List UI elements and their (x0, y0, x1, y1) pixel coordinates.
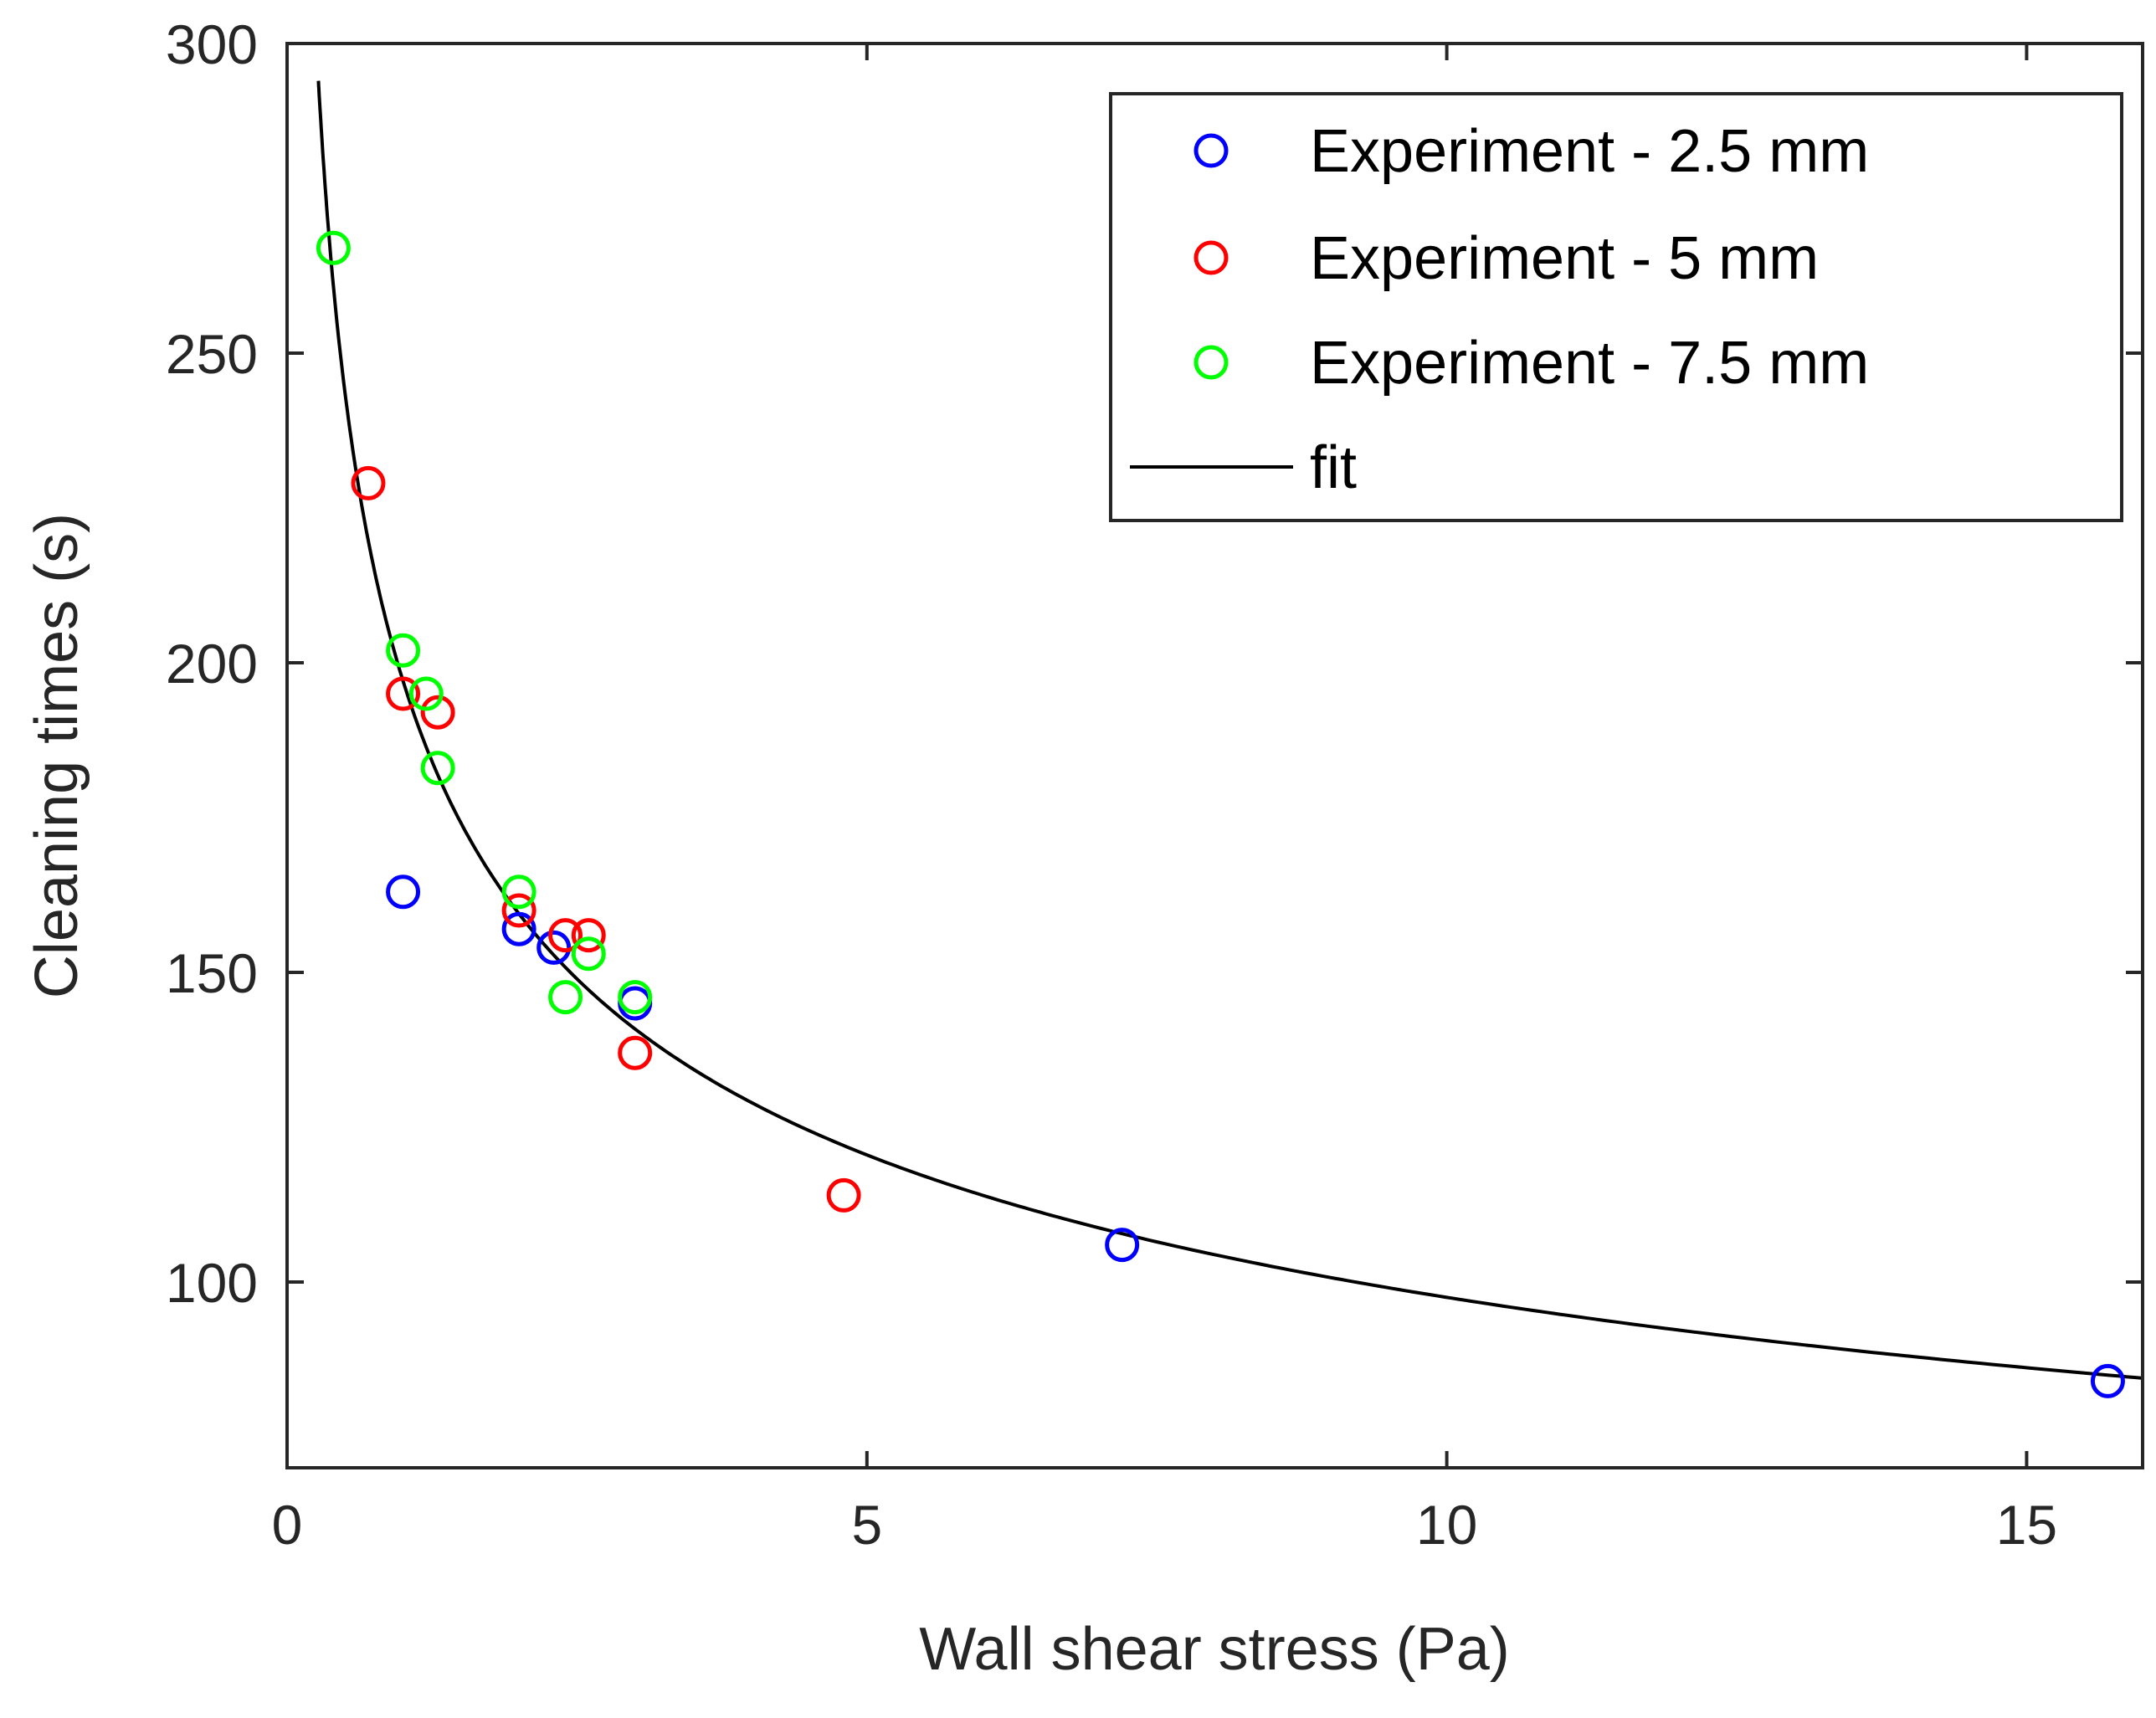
data-point (351, 465, 386, 500)
x-tick-label: 0 (272, 1494, 303, 1556)
data-point (408, 676, 444, 711)
points-layer (316, 230, 2125, 1398)
data-point (618, 980, 653, 1015)
x-tick-label: 5 (851, 1494, 882, 1556)
data-point (571, 918, 606, 953)
data-point (386, 633, 421, 668)
legend-marker (1194, 240, 1229, 275)
data-point (386, 874, 421, 910)
data-point (536, 930, 572, 965)
data-point (826, 1177, 861, 1213)
data-point (420, 751, 455, 786)
legend-label: Experiment - 7.5 mm (1310, 330, 1869, 397)
x-tick-label: 10 (1416, 1494, 1477, 1556)
x-axis-title: Wall shear stress (Pa) (919, 1616, 1509, 1683)
legend: Experiment - 2.5 mm Experiment - 5 mm Expe… (1109, 92, 2123, 522)
y-axis-title: Cleaning times (s) (23, 513, 90, 998)
y-tick-label: 300 (166, 13, 258, 75)
data-point (420, 695, 455, 730)
data-point (501, 874, 536, 910)
legend-entries: Experiment - 2.5 mm Experiment - 5 mm Expe… (1130, 118, 1869, 501)
data-point (618, 1035, 653, 1070)
data-point (548, 980, 583, 1015)
data-point (386, 676, 421, 711)
data-point (501, 911, 536, 946)
data-point (571, 936, 606, 972)
legend-label: Experiment - 2.5 mm (1310, 118, 1869, 185)
legend-marker (1194, 345, 1229, 380)
y-tick-label: 200 (166, 633, 258, 695)
axes-box (285, 42, 2144, 1469)
data-point (2090, 1363, 2125, 1398)
legend-box (1109, 92, 2123, 522)
y-tick-label: 250 (166, 323, 258, 385)
y-tick-label: 150 (166, 942, 258, 1004)
data-point (316, 230, 351, 265)
tick-labels-layer: 0 5 10 15 100 150 200 250 300 (166, 13, 2057, 1556)
y-tick-label: 100 (166, 1252, 258, 1314)
x-tick-label: 15 (1996, 1494, 2057, 1556)
legend-label: fit (1310, 434, 1357, 501)
data-point (501, 893, 536, 928)
data-point (1105, 1228, 1140, 1263)
legend-label: Experiment - 5 mm (1310, 225, 1819, 292)
data-point (548, 918, 583, 953)
legend-marker (1194, 133, 1229, 168)
